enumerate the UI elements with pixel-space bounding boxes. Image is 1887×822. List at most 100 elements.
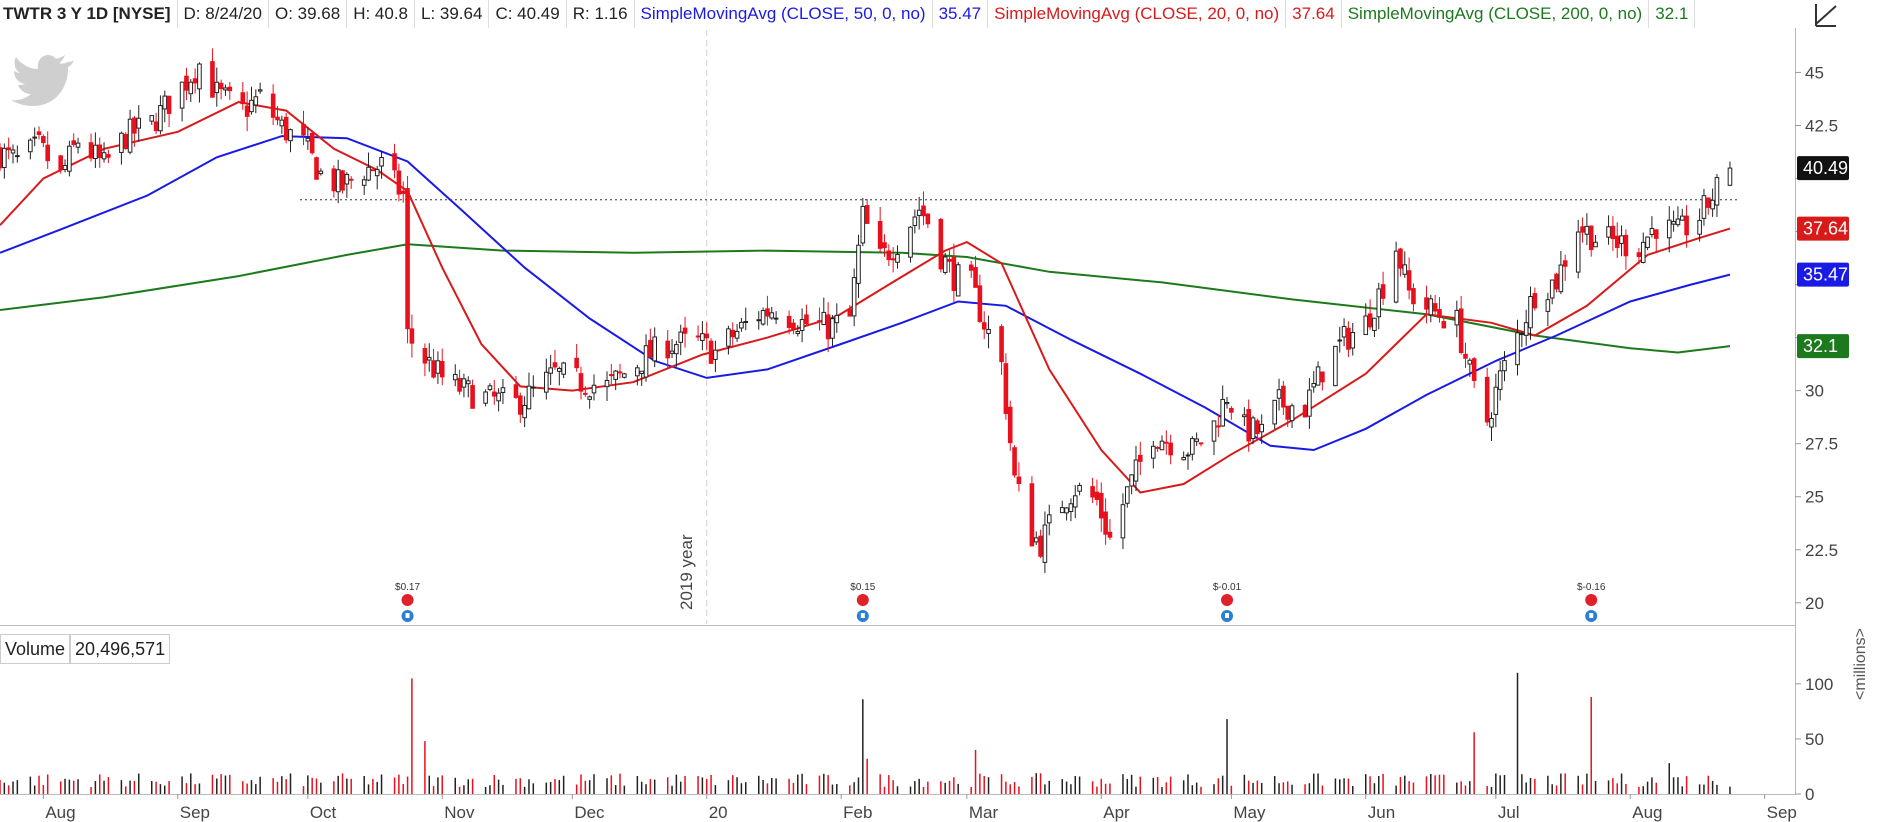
candle bbox=[465, 376, 471, 398]
candle-body bbox=[166, 95, 172, 114]
time-tick-label: Mar bbox=[969, 803, 999, 822]
candle bbox=[986, 315, 991, 349]
candle bbox=[58, 155, 64, 174]
candle-body bbox=[1107, 531, 1113, 538]
candle-body bbox=[1675, 218, 1681, 226]
candle-body bbox=[609, 374, 614, 377]
time-tick-label: Nov bbox=[444, 803, 475, 822]
candle bbox=[1216, 415, 1221, 438]
candle bbox=[622, 372, 627, 379]
candle bbox=[713, 340, 718, 373]
candle-body bbox=[1701, 195, 1707, 219]
price-tags: 40.49 37.64 35.47 32.1 bbox=[1797, 156, 1849, 359]
candle-body bbox=[574, 357, 579, 369]
candle-body bbox=[613, 370, 618, 380]
volume-value: 20,496,571 bbox=[70, 634, 171, 664]
candle bbox=[1320, 371, 1325, 391]
volume-label[interactable]: Volume bbox=[0, 634, 71, 664]
sma200-label[interactable]: SimpleMovingAvg (CLOSE, 200, 0, no) bbox=[1342, 0, 1650, 28]
candle-body bbox=[916, 209, 922, 216]
candle-body bbox=[864, 205, 870, 224]
volume-bars[interactable] bbox=[0, 672, 1731, 794]
candle-body bbox=[1129, 474, 1134, 487]
candle bbox=[1046, 504, 1052, 536]
candle bbox=[1224, 397, 1230, 409]
candle-body bbox=[279, 119, 285, 127]
candle-body bbox=[1363, 315, 1369, 336]
candle-body bbox=[986, 328, 991, 334]
candle bbox=[75, 137, 81, 154]
candle bbox=[214, 67, 220, 107]
candle bbox=[249, 86, 254, 115]
candle bbox=[1549, 279, 1555, 305]
volume-tick-label: 100 bbox=[1805, 675, 1833, 694]
candle-body bbox=[1072, 495, 1078, 508]
candle-body bbox=[1519, 333, 1525, 336]
candle-body bbox=[617, 371, 623, 374]
sma20-label[interactable]: SimpleMovingAvg (CLOSE, 20, 0, no) bbox=[988, 0, 1287, 28]
candle bbox=[1120, 493, 1126, 549]
drawing-tool-icon[interactable] bbox=[1813, 2, 1839, 28]
candle bbox=[1593, 235, 1598, 248]
candle-body bbox=[895, 253, 900, 263]
candle-body bbox=[461, 378, 467, 388]
candle-body bbox=[886, 250, 892, 261]
candle bbox=[613, 370, 618, 391]
candle bbox=[123, 132, 129, 150]
candle bbox=[1350, 322, 1356, 356]
candle-body bbox=[1532, 293, 1538, 309]
candle bbox=[1428, 294, 1434, 323]
candles[interactable] bbox=[0, 48, 1733, 574]
candle bbox=[1090, 477, 1095, 504]
candle bbox=[1289, 403, 1295, 429]
candle-body bbox=[700, 333, 705, 341]
earnings-icon bbox=[856, 594, 869, 606]
candle-body bbox=[309, 132, 315, 154]
candle-body bbox=[1437, 309, 1442, 318]
candle-body bbox=[1194, 438, 1199, 442]
candle-body bbox=[847, 309, 853, 317]
candle-body bbox=[769, 312, 775, 319]
candle bbox=[1558, 250, 1564, 295]
candle-body bbox=[591, 384, 597, 394]
candle bbox=[1003, 353, 1009, 420]
volume-tick-label: 0 bbox=[1805, 785, 1814, 804]
candle bbox=[791, 319, 796, 335]
candle bbox=[314, 156, 319, 180]
volume-unit-label: <millions> bbox=[1852, 627, 1869, 700]
earnings-icon bbox=[401, 594, 414, 606]
candle-body bbox=[981, 322, 987, 330]
candle-body bbox=[1428, 298, 1434, 316]
candle bbox=[136, 105, 142, 142]
candle bbox=[184, 67, 189, 101]
candle bbox=[799, 308, 805, 343]
earnings-events[interactable]: $0.17 $0.15 $-0.01 $-0.16 bbox=[395, 582, 1606, 622]
candle-body bbox=[392, 153, 397, 171]
candle bbox=[41, 134, 46, 148]
candle bbox=[1098, 482, 1104, 532]
candle bbox=[379, 151, 384, 179]
candle-body bbox=[41, 136, 46, 144]
earnings-value: $-0.01 bbox=[1213, 582, 1242, 593]
candle-body bbox=[45, 144, 50, 162]
candle-body bbox=[1229, 407, 1234, 413]
candle-body bbox=[1159, 440, 1165, 451]
candle bbox=[1337, 326, 1343, 353]
time-tick-label: Jun bbox=[1368, 803, 1395, 822]
symbol-label[interactable]: TWTR 3 Y 1D [NYSE] bbox=[0, 0, 178, 28]
candle-body bbox=[1333, 345, 1338, 387]
candle bbox=[283, 112, 289, 144]
candle-body bbox=[860, 205, 866, 244]
candle bbox=[1489, 412, 1494, 441]
candle bbox=[166, 95, 172, 128]
candle bbox=[1367, 299, 1373, 330]
candle-body bbox=[1549, 279, 1555, 299]
candle bbox=[882, 234, 887, 257]
sma50-label[interactable]: SimpleMovingAvg (CLOSE, 50, 0, no) bbox=[635, 0, 933, 28]
earnings-marker: $0.15 bbox=[850, 582, 876, 622]
candle bbox=[708, 338, 714, 364]
candle-body bbox=[734, 330, 740, 339]
candle bbox=[1211, 420, 1217, 456]
candle-body bbox=[765, 308, 770, 317]
